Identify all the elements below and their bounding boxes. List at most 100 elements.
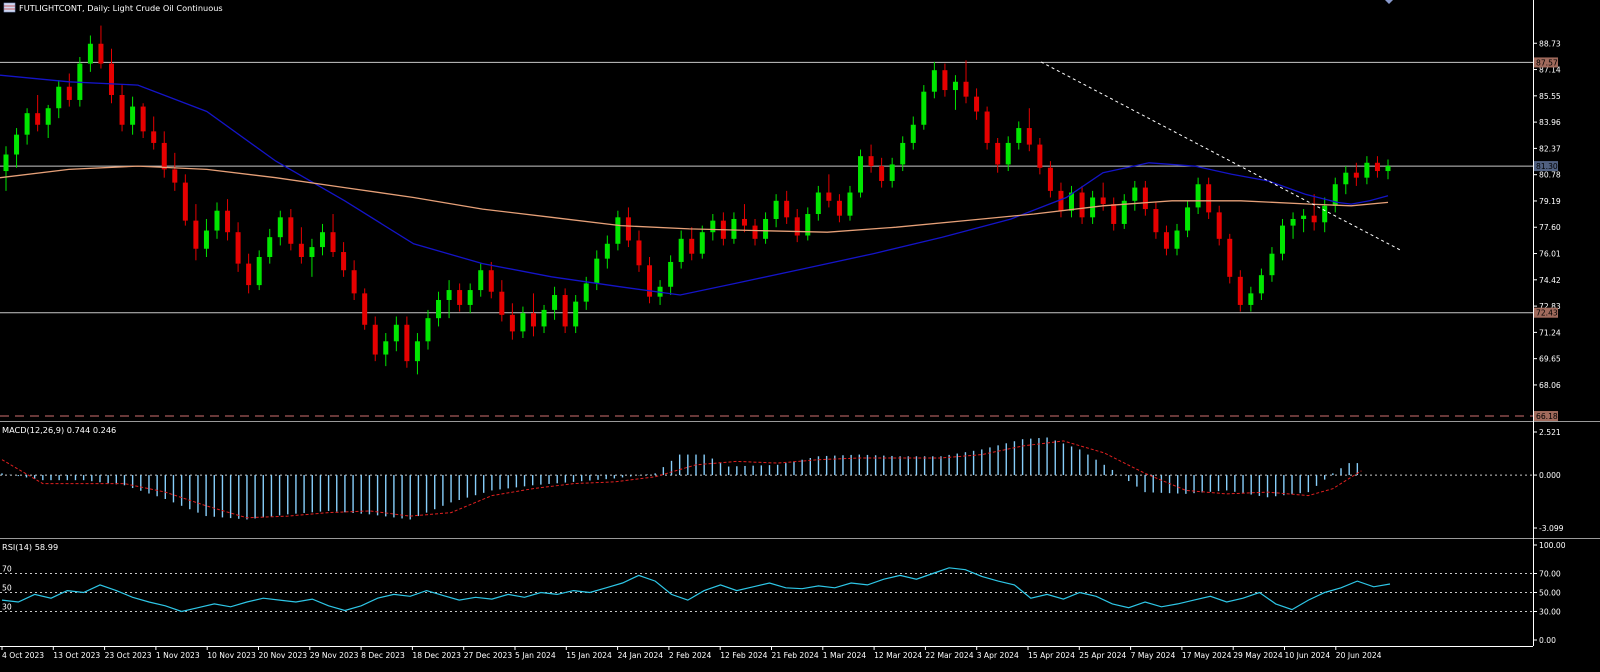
- bullish-candle[interactable]: [1322, 205, 1328, 223]
- bearish-candle[interactable]: [1374, 162, 1380, 172]
- bullish-candle[interactable]: [1343, 172, 1349, 185]
- bullish-candle[interactable]: [604, 243, 610, 259]
- price-pane[interactable]: 88.73 87.14 85.55 83.96 82.37 80.78 79.19 77.60…: [0, 25, 1561, 422]
- bullish-candle[interactable]: [45, 108, 51, 125]
- bearish-candle[interactable]: [1079, 192, 1085, 218]
- bearish-candle[interactable]: [794, 217, 800, 236]
- bearish-candle[interactable]: [372, 324, 378, 355]
- bearish-candle[interactable]: [499, 291, 505, 315]
- bearish-candle[interactable]: [1353, 172, 1359, 178]
- descending-trendline[interactable]: [1040, 61, 1402, 251]
- bearish-candle[interactable]: [1047, 167, 1053, 191]
- bearish-candle[interactable]: [151, 131, 157, 143]
- bullish-candle[interactable]: [203, 230, 209, 249]
- bullish-candle[interactable]: [1185, 207, 1191, 231]
- bearish-candle[interactable]: [647, 265, 653, 297]
- bullish-candle[interactable]: [900, 142, 906, 165]
- bearish-candle[interactable]: [1142, 187, 1148, 210]
- bearish-candle[interactable]: [995, 142, 1001, 165]
- bullish-candle[interactable]: [1248, 293, 1254, 305]
- bullish-candle[interactable]: [952, 81, 958, 91]
- bullish-candle[interactable]: [393, 324, 399, 342]
- bullish-candle[interactable]: [699, 232, 705, 254]
- bearish-candle[interactable]: [826, 192, 832, 201]
- bearish-candle[interactable]: [288, 217, 294, 244]
- bullish-candle[interactable]: [847, 192, 853, 216]
- bullish-candle[interactable]: [56, 86, 62, 109]
- bullish-candle[interactable]: [319, 232, 325, 248]
- bullish-candle[interactable]: [1121, 200, 1127, 224]
- bullish-candle[interactable]: [552, 295, 558, 310]
- macd-pane[interactable]: 2.521 0.000 -3.099: [0, 428, 1564, 533]
- bearish-candle[interactable]: [330, 232, 336, 253]
- bearish-candle[interactable]: [974, 96, 980, 112]
- bullish-candle[interactable]: [267, 237, 273, 257]
- bearish-candle[interactable]: [879, 166, 885, 181]
- bearish-candle[interactable]: [182, 182, 188, 221]
- bullish-candle[interactable]: [309, 247, 315, 257]
- bearish-candle[interactable]: [625, 217, 631, 241]
- bullish-candle[interactable]: [910, 124, 916, 143]
- bearish-candle[interactable]: [172, 169, 178, 183]
- bullish-candle[interactable]: [1290, 218, 1296, 226]
- bearish-candle[interactable]: [784, 200, 790, 218]
- bearish-candle[interactable]: [161, 142, 167, 170]
- bearish-candle[interactable]: [942, 70, 948, 91]
- bullish-candle[interactable]: [615, 217, 621, 244]
- bearish-candle[interactable]: [1163, 232, 1169, 249]
- bearish-candle[interactable]: [457, 290, 463, 305]
- bearish-candle[interactable]: [636, 240, 642, 266]
- bullish-candle[interactable]: [436, 299, 442, 319]
- rsi-pane[interactable]: 100.00 70.00 50.00 30.00 0.00 70 50 30: [0, 541, 1566, 645]
- bullish-candle[interactable]: [24, 113, 30, 135]
- bullish-candle[interactable]: [1385, 166, 1391, 172]
- bullish-candle[interactable]: [594, 258, 600, 284]
- bullish-candle[interactable]: [1332, 184, 1338, 206]
- bearish-candle[interactable]: [362, 293, 368, 325]
- macd-signal-line[interactable]: [1, 440, 1362, 519]
- bearish-candle[interactable]: [35, 113, 41, 125]
- bullish-candle[interactable]: [573, 301, 579, 327]
- bearish-candle[interactable]: [298, 243, 304, 257]
- bearish-candle[interactable]: [66, 86, 72, 100]
- bearish-candle[interactable]: [741, 218, 747, 226]
- time-axis[interactable]: 4 Oct 2023 13 Oct 2023 23 Oct 2023 1 Nov 20…: [1, 646, 1382, 660]
- moving-average-slow-line[interactable]: [0, 165, 1389, 233]
- bullish-candle[interactable]: [1005, 142, 1011, 165]
- bearish-candle[interactable]: [836, 200, 842, 216]
- bearish-candle[interactable]: [562, 295, 568, 327]
- bullish-candle[interactable]: [446, 290, 452, 300]
- bearish-candle[interactable]: [488, 270, 494, 292]
- bullish-candle[interactable]: [1280, 225, 1286, 254]
- bullish-candle[interactable]: [214, 210, 220, 231]
- bearish-candle[interactable]: [1153, 209, 1159, 233]
- bullish-candle[interactable]: [1174, 230, 1180, 249]
- bearish-candle[interactable]: [963, 81, 969, 97]
- bullish-candle[interactable]: [3, 154, 9, 172]
- bullish-candle[interactable]: [1364, 162, 1370, 178]
- bullish-candle[interactable]: [14, 134, 20, 155]
- bearish-candle[interactable]: [1100, 197, 1106, 205]
- bullish-candle[interactable]: [425, 318, 431, 342]
- bullish-candle[interactable]: [678, 238, 684, 262]
- bearish-candle[interactable]: [1026, 128, 1032, 145]
- bearish-candle[interactable]: [1311, 215, 1317, 223]
- bullish-candle[interactable]: [383, 341, 389, 355]
- bullish-candle[interactable]: [1301, 215, 1307, 219]
- bullish-candle[interactable]: [1258, 275, 1264, 294]
- bearish-candle[interactable]: [1206, 184, 1212, 213]
- shift-marker-icon[interactable]: [1385, 0, 1393, 4]
- bearish-candle[interactable]: [341, 252, 347, 271]
- bearish-candle[interactable]: [351, 270, 357, 294]
- bearish-candle[interactable]: [225, 210, 231, 233]
- bearish-candle[interactable]: [752, 225, 758, 239]
- bullish-candle[interactable]: [858, 156, 864, 193]
- bullish-candle[interactable]: [889, 164, 895, 181]
- bullish-candle[interactable]: [520, 313, 526, 332]
- bearish-candle[interactable]: [246, 263, 252, 286]
- bullish-candle[interactable]: [931, 70, 937, 92]
- bearish-candle[interactable]: [868, 156, 874, 167]
- bullish-candle[interactable]: [1016, 128, 1022, 143]
- bearish-candle[interactable]: [98, 43, 104, 64]
- bearish-candle[interactable]: [108, 63, 114, 95]
